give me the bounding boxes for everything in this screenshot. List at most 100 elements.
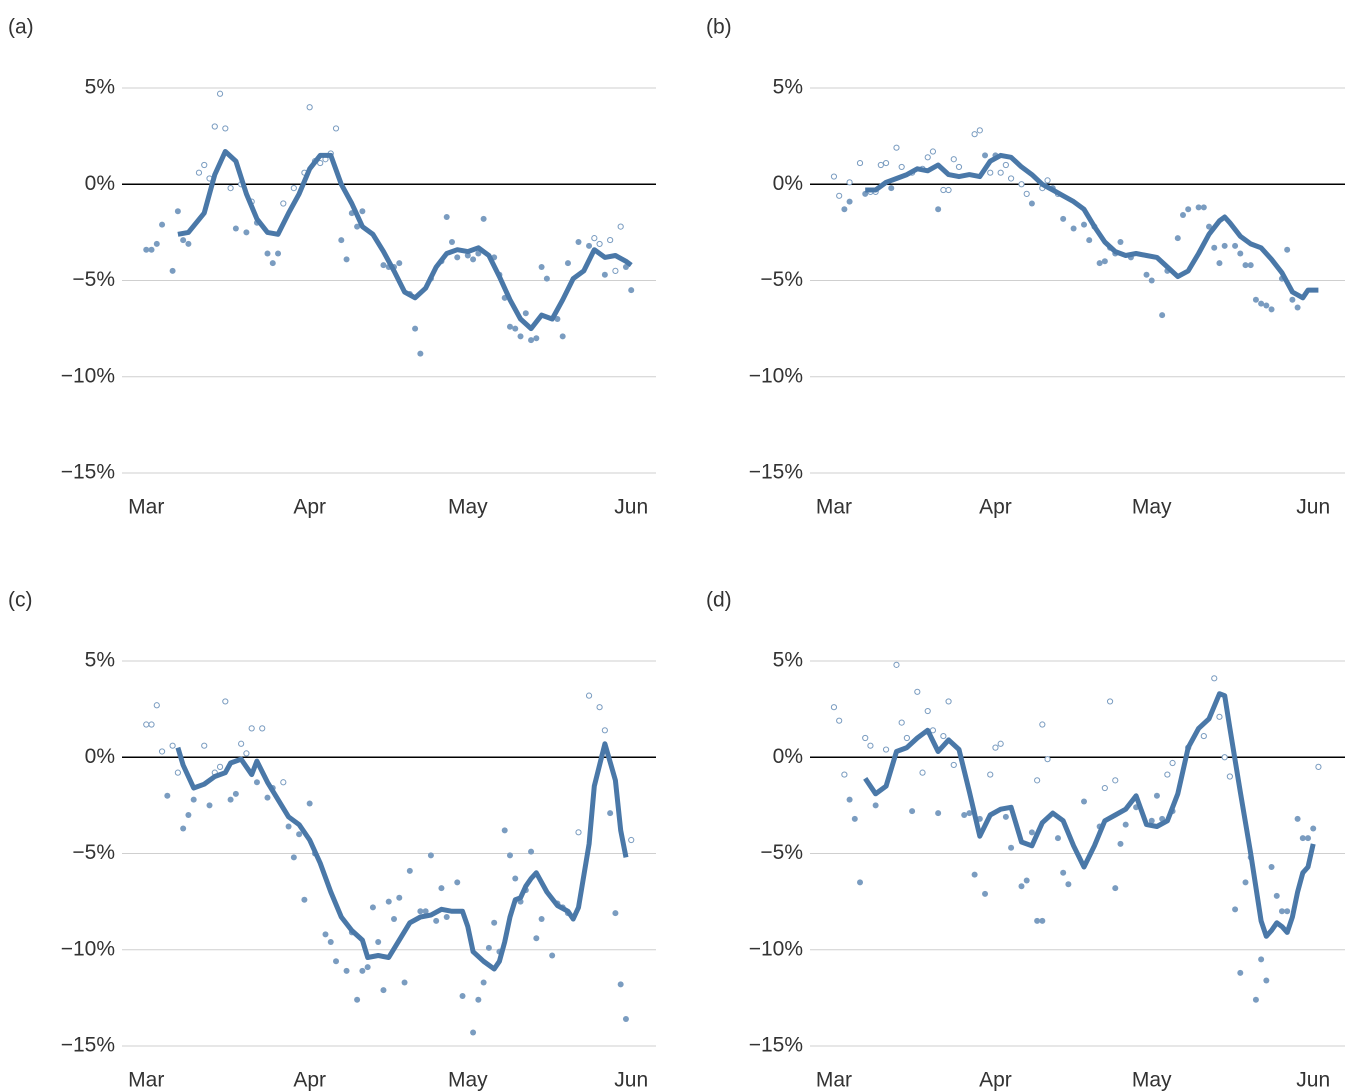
filled-point [406,867,413,874]
open-point [1200,732,1207,740]
filled-point [533,935,540,942]
filled-point [1028,200,1035,207]
filled-point [327,939,334,946]
filled-point [485,944,492,951]
filled-point [306,800,313,807]
y-tick-label: −10% [749,364,803,387]
filled-point [301,896,308,903]
filled-point [1305,835,1312,842]
open-point [929,148,937,155]
filled-point [174,208,181,215]
filled-point [1242,262,1249,269]
filled-point [1185,206,1192,213]
filled-point [512,325,519,332]
filled-point [385,898,392,905]
y-tick-label: 0% [85,745,115,768]
filled-point [543,275,550,282]
filled-point [475,250,482,257]
open-point [940,186,947,194]
open-point [1164,771,1171,778]
y-tick-label: −10% [61,937,115,960]
open-point [280,779,287,786]
trend-line [177,149,633,332]
filled-point [375,939,382,946]
trend-line [175,741,629,972]
filled-point [417,908,424,915]
open-point [222,698,229,705]
open-point [1106,698,1114,705]
open-point [1034,777,1041,784]
panel-label: (c) [8,589,33,612]
open-point [841,771,848,778]
filled-point [1221,242,1228,249]
filled-point [1299,835,1306,842]
x-tick-label: Mar [816,496,852,519]
filled-point [422,908,429,915]
open-point [169,742,176,749]
y-tick-label: 5% [773,649,803,672]
filled-point [1081,798,1088,805]
open-point [987,771,994,778]
filled-point [338,237,345,244]
panel-label: (a) [8,16,34,39]
filled-point [1060,869,1067,876]
filled-point [1278,908,1285,915]
open-point [1002,161,1009,169]
open-point [830,704,838,711]
open-point [1018,181,1025,188]
filled-point [1294,815,1301,822]
filled-point [185,240,192,247]
filled-point [1195,204,1202,211]
x-tick-label: May [1132,496,1172,519]
filled-point [1263,977,1270,984]
y-tick-label: −5% [72,841,115,864]
filled-point [1216,260,1223,267]
filled-point [343,256,350,263]
y-tick-label: −15% [749,1034,803,1057]
open-point [867,742,874,749]
open-point [836,192,843,199]
x-tick-label: Jun [1296,496,1330,519]
filled-point [607,810,614,817]
filled-point [538,264,545,271]
open-point [882,159,890,167]
filled-point [480,979,487,986]
filled-point [1065,881,1072,888]
filled-point [1258,956,1265,963]
filled-point [549,952,556,959]
filled-point [427,852,434,859]
filled-point [380,987,387,994]
open-point [924,154,931,161]
x-tick-label: Jun [614,1069,648,1092]
filled-point [1112,885,1119,892]
filled-point [1148,817,1155,824]
filled-point [846,198,853,205]
filled-point [290,854,297,861]
y-tick-label: −5% [72,268,115,291]
filled-point [1008,844,1015,851]
x-tick-label: Apr [293,496,326,519]
filled-point [454,254,461,261]
open-point [846,179,853,186]
open-point [997,169,1004,176]
filled-point [1096,260,1103,267]
filled-point [343,967,350,974]
open-point [893,144,900,151]
open-point [893,661,900,668]
x-tick-label: May [448,496,488,519]
filled-point [888,185,895,192]
trend-line [863,691,1316,939]
filled-point [359,208,366,215]
filled-point [322,931,329,938]
filled-point [470,256,477,263]
trend-line [865,152,1319,301]
filled-point [506,852,513,859]
filled-point [1034,917,1041,924]
filled-point [464,252,471,259]
open-point [950,761,957,769]
open-point [903,734,910,742]
filled-point [454,879,461,886]
open-point [1169,759,1176,767]
open-point [216,763,224,770]
filled-point [1289,296,1296,303]
